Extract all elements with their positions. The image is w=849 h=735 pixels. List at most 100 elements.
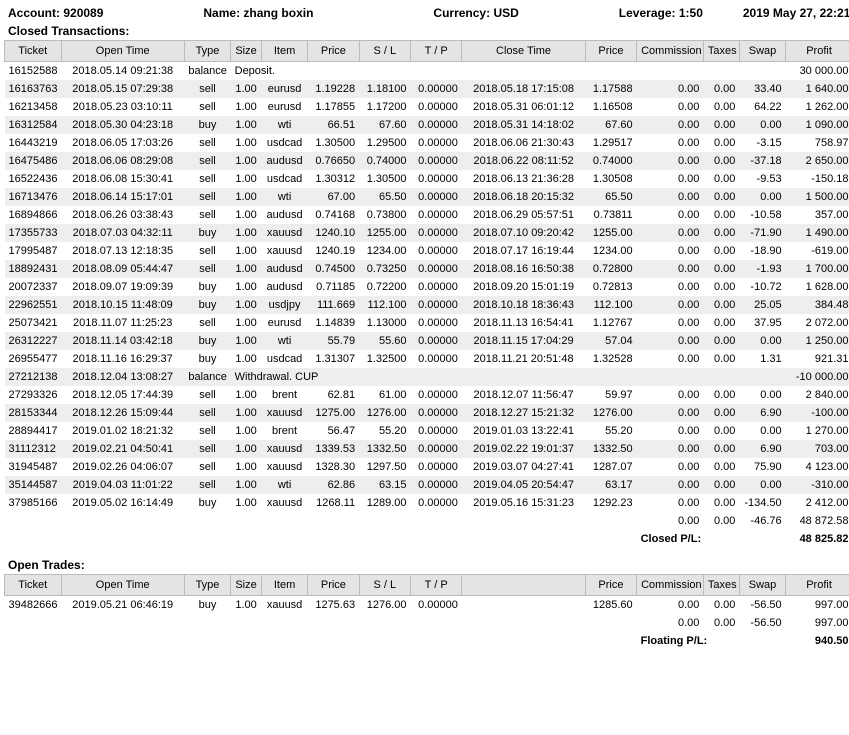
- col-item[interactable]: Item: [261, 41, 307, 62]
- col-sl[interactable]: S / L: [359, 575, 410, 596]
- table-row[interactable]: 188924312018.08.09 05:44:47sell1.00audus…: [5, 260, 849, 278]
- cell-price2: 1285.60: [585, 596, 636, 615]
- cell-ticket: 22962551: [5, 296, 62, 314]
- cell-taxes: 0.00: [703, 596, 739, 615]
- col-ticket[interactable]: Ticket: [5, 41, 62, 62]
- col-opentime[interactable]: Open Time: [61, 41, 184, 62]
- table-row[interactable]: 288944172019.01.02 18:21:32sell1.00brent…: [5, 422, 849, 440]
- cell-profit: 1 262.00: [786, 98, 849, 116]
- table-row[interactable]: 163125842018.05.30 04:23:18buy1.00wti66.…: [5, 116, 849, 134]
- cell-price: 56.47: [308, 422, 359, 440]
- col-tp[interactable]: T / P: [410, 575, 461, 596]
- cell-type: sell: [184, 188, 230, 206]
- table-row[interactable]: 164754862018.06.06 08:29:08sell1.00audus…: [5, 152, 849, 170]
- col-taxes[interactable]: Taxes: [703, 41, 739, 62]
- cell-swap: -56.50: [739, 596, 785, 615]
- cell-price2: 0.74000: [585, 152, 636, 170]
- cell-price2: 59.97: [585, 386, 636, 404]
- account-label: Account:: [8, 6, 60, 20]
- col-taxes[interactable]: Taxes: [703, 575, 739, 596]
- col-price[interactable]: Price: [308, 575, 359, 596]
- col-profit[interactable]: Profit: [786, 41, 849, 62]
- col-price[interactable]: Price: [308, 41, 359, 62]
- col-item[interactable]: Item: [261, 575, 307, 596]
- table-row[interactable]: 272121382018.12.04 13:08:27balanceWithdr…: [5, 368, 849, 386]
- col-commission[interactable]: Commission: [637, 575, 704, 596]
- cell-size: 1.00: [231, 188, 262, 206]
- cell-profit: 1 090.00: [786, 116, 849, 134]
- cell-tp: 0.00000: [410, 386, 461, 404]
- cell-ticket: 25073421: [5, 314, 62, 332]
- col-type[interactable]: Type: [184, 41, 230, 62]
- cell-profit: -619.00: [786, 242, 849, 260]
- cell-size: 1.00: [231, 206, 262, 224]
- col-profit[interactable]: Profit: [786, 575, 849, 596]
- table-row[interactable]: 281533442018.12.26 15:09:44sell1.00xauus…: [5, 404, 849, 422]
- table-row[interactable]: 165224362018.06.08 15:30:41sell1.00usdca…: [5, 170, 849, 188]
- cell-swap: 0.00: [739, 116, 785, 134]
- cell-sl: 1.32500: [359, 350, 410, 368]
- cell-sl: 0.73250: [359, 260, 410, 278]
- table-row[interactable]: 351445872019.04.03 11:01:22sell1.00wti62…: [5, 476, 849, 494]
- cell-ticket: 20072337: [5, 278, 62, 296]
- table-row[interactable]: 161637632018.05.15 07:29:38sell1.00eurus…: [5, 80, 849, 98]
- col-size[interactable]: Size: [231, 575, 262, 596]
- col-sl[interactable]: S / L: [359, 41, 410, 62]
- table-row[interactable]: 164432192018.06.05 17:03:26sell1.00usdca…: [5, 134, 849, 152]
- cell-closetime: 2018.08.16 16:50:38: [462, 260, 585, 278]
- cell-taxes: 0.00: [703, 152, 739, 170]
- table-row[interactable]: 311123122019.02.21 04:50:41sell1.00xauus…: [5, 440, 849, 458]
- report-datetime: 2019 May 27, 22:21: [743, 6, 849, 20]
- col-ticket[interactable]: Ticket: [5, 575, 62, 596]
- cell-tp: 0.00000: [410, 596, 461, 615]
- col-closetime[interactable]: Close Time: [462, 41, 585, 62]
- cell-swap: -10.72: [739, 278, 785, 296]
- cell-opentime: 2019.05.21 06:46:19: [61, 596, 184, 615]
- col-swap[interactable]: Swap: [739, 41, 785, 62]
- table-row[interactable]: 269554772018.11.16 16:29:37buy1.00usdcad…: [5, 350, 849, 368]
- cell-opentime: 2019.01.02 18:21:32: [61, 422, 184, 440]
- table-row[interactable]: 263122272018.11.14 03:42:18buy1.00wti55.…: [5, 332, 849, 350]
- cell-ticket: 39482666: [5, 596, 62, 615]
- table-row[interactable]: 394826662019.05.21 06:46:19buy1.00xauusd…: [5, 596, 849, 615]
- col-type[interactable]: Type: [184, 575, 230, 596]
- cell-item: brent: [261, 386, 307, 404]
- cell-taxes: 0.00: [703, 314, 739, 332]
- table-row[interactable]: 167134762018.06.14 15:17:01sell1.00wti67…: [5, 188, 849, 206]
- table-row[interactable]: 272933262018.12.05 17:44:39sell1.00brent…: [5, 386, 849, 404]
- table-row[interactable]: 250734212018.11.07 11:25:23sell1.00eurus…: [5, 314, 849, 332]
- cell-commission: 0.00: [637, 260, 704, 278]
- cell-closetime: 2018.07.10 09:20:42: [462, 224, 585, 242]
- closed-total-commission: 0.00: [637, 512, 704, 530]
- col-price2[interactable]: Price: [585, 575, 636, 596]
- table-row[interactable]: 173557332018.07.03 04:32:11buy1.00xauusd…: [5, 224, 849, 242]
- closed-transactions-table: Ticket Open Time Type Size Item Price S …: [4, 40, 849, 548]
- col-tp[interactable]: T / P: [410, 41, 461, 62]
- cell-price: 1339.53: [308, 440, 359, 458]
- open-total-taxes: 0.00: [703, 614, 739, 632]
- table-row[interactable]: 200723372018.09.07 19:09:39buy1.00audusd…: [5, 278, 849, 296]
- cell-opentime: 2019.02.21 04:50:41: [61, 440, 184, 458]
- col-size[interactable]: Size: [231, 41, 262, 62]
- cell-size: 1.00: [231, 476, 262, 494]
- table-row[interactable]: 168948662018.06.26 03:38:43sell1.00audus…: [5, 206, 849, 224]
- cell-commission: 0.00: [637, 188, 704, 206]
- cell-sl: 63.15: [359, 476, 410, 494]
- col-closetime[interactable]: [462, 575, 585, 596]
- table-row[interactable]: 379851662019.05.02 16:14:49buy1.00xauusd…: [5, 494, 849, 512]
- cell-sl: 1.13000: [359, 314, 410, 332]
- cell-tp: 0.00000: [410, 422, 461, 440]
- cell-type: sell: [184, 386, 230, 404]
- cell-price: 62.81: [308, 386, 359, 404]
- cell-closetime: 2019.01.03 13:22:41: [462, 422, 585, 440]
- col-swap[interactable]: Swap: [739, 575, 785, 596]
- cell-size: 1.00: [231, 134, 262, 152]
- table-row[interactable]: 162134582018.05.23 03:10:11sell1.00eurus…: [5, 98, 849, 116]
- table-row[interactable]: 161525882018.05.14 09:21:38balanceDeposi…: [5, 62, 849, 81]
- table-row[interactable]: 229625512018.10.15 11:48:09buy1.00usdjpy…: [5, 296, 849, 314]
- table-row[interactable]: 319454872019.02.26 04:06:07sell1.00xauus…: [5, 458, 849, 476]
- col-price2[interactable]: Price: [585, 41, 636, 62]
- col-commission[interactable]: Commission: [637, 41, 704, 62]
- col-opentime[interactable]: Open Time: [61, 575, 184, 596]
- table-row[interactable]: 179954872018.07.13 12:18:35sell1.00xauus…: [5, 242, 849, 260]
